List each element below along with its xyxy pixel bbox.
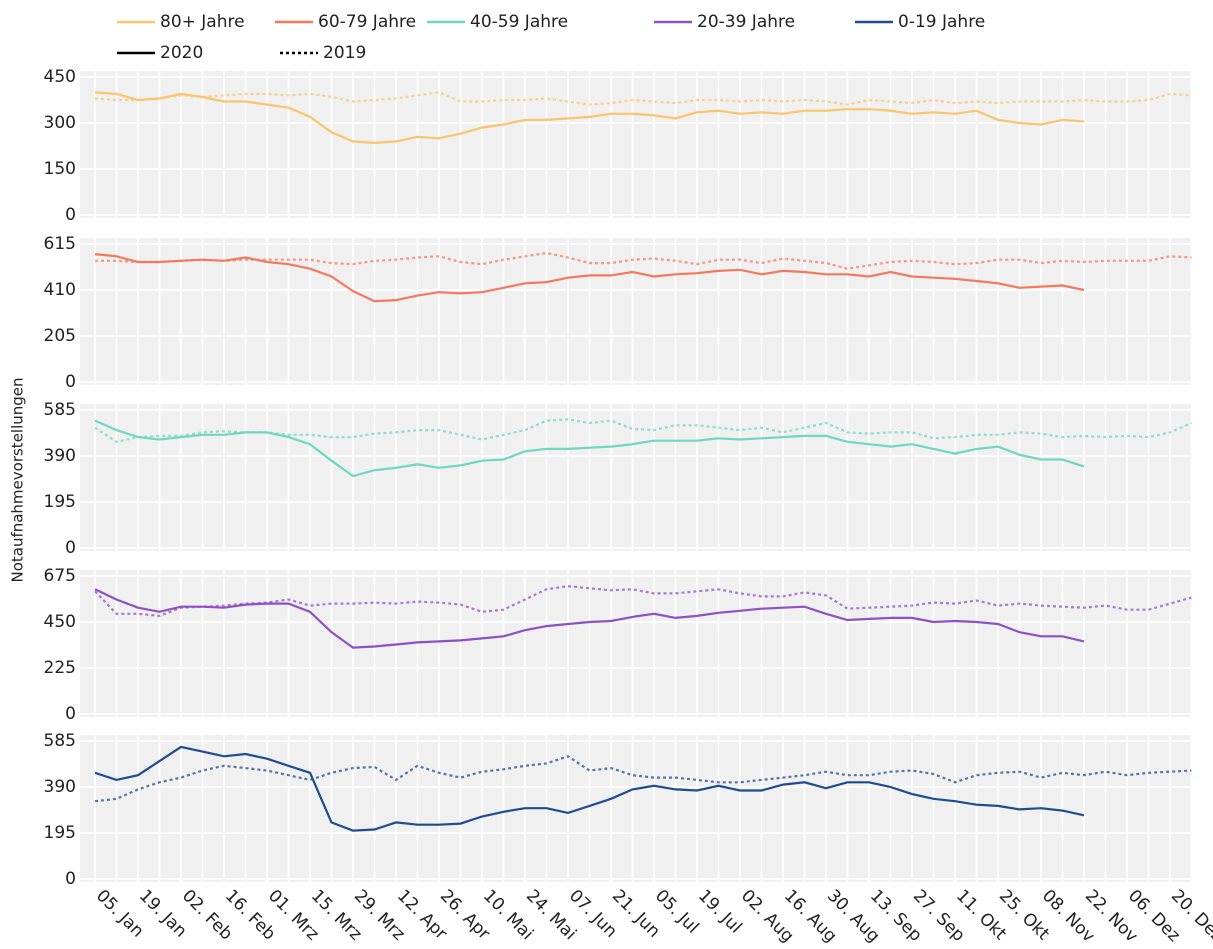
plot-background: [80, 570, 1192, 717]
series-line: [94, 745, 1085, 832]
y-tick-label: 195: [44, 492, 76, 512]
y-tick-label: 585: [44, 731, 76, 751]
series-line: [94, 755, 1192, 803]
series-line: [94, 91, 1085, 145]
y-tick-label: 0: [65, 704, 76, 724]
y-tick-label: 585: [44, 400, 76, 420]
plot-background: [80, 735, 1192, 882]
y-tick-label: 0: [65, 538, 76, 558]
y-tick-label: 225: [44, 658, 76, 678]
legend-label: 2019: [323, 43, 366, 63]
y-tick-label: 0: [65, 205, 76, 225]
y-tick-label: 390: [44, 777, 76, 797]
legend-label: 0-19 Jahre: [898, 12, 985, 32]
series-line: [94, 418, 1192, 443]
plot-background: [80, 71, 1192, 218]
y-tick-label: 450: [44, 67, 76, 87]
y-tick-label: 300: [44, 113, 76, 133]
legend-label: 80+ Jahre: [160, 12, 245, 32]
y-tick-label: 205: [44, 326, 76, 346]
legend-label: 20-39 Jahre: [697, 12, 795, 32]
y-axis-label: Notaufnahmevorstellungen: [9, 377, 27, 582]
series-line: [94, 588, 1085, 649]
y-tick-label: 675: [44, 566, 76, 586]
x-tick-label: 05. Jan: [92, 886, 148, 942]
y-tick-label: 150: [44, 159, 76, 179]
y-tick-label: 390: [44, 446, 76, 466]
legend-label: 2020: [160, 43, 203, 63]
x-tick-label: 19. Jul: [694, 886, 746, 938]
legend-label: 40-59 Jahre: [470, 12, 568, 32]
plot-background: [80, 404, 1192, 551]
y-tick-label: 195: [44, 823, 76, 843]
series-line: [94, 419, 1085, 478]
series-line: [94, 585, 1192, 618]
y-tick-label: 615: [44, 234, 76, 254]
series-line: [94, 253, 1085, 303]
x-tick-label: 19. Jan: [135, 886, 191, 942]
series-line: [94, 91, 1192, 106]
y-tick-label: 410: [44, 280, 76, 300]
y-tick-label: 0: [65, 372, 76, 392]
y-tick-label: 0: [65, 869, 76, 889]
y-tick-label: 450: [44, 612, 76, 632]
legend-label: 60-79 Jahre: [318, 12, 416, 32]
series-line: [95, 251, 1192, 270]
